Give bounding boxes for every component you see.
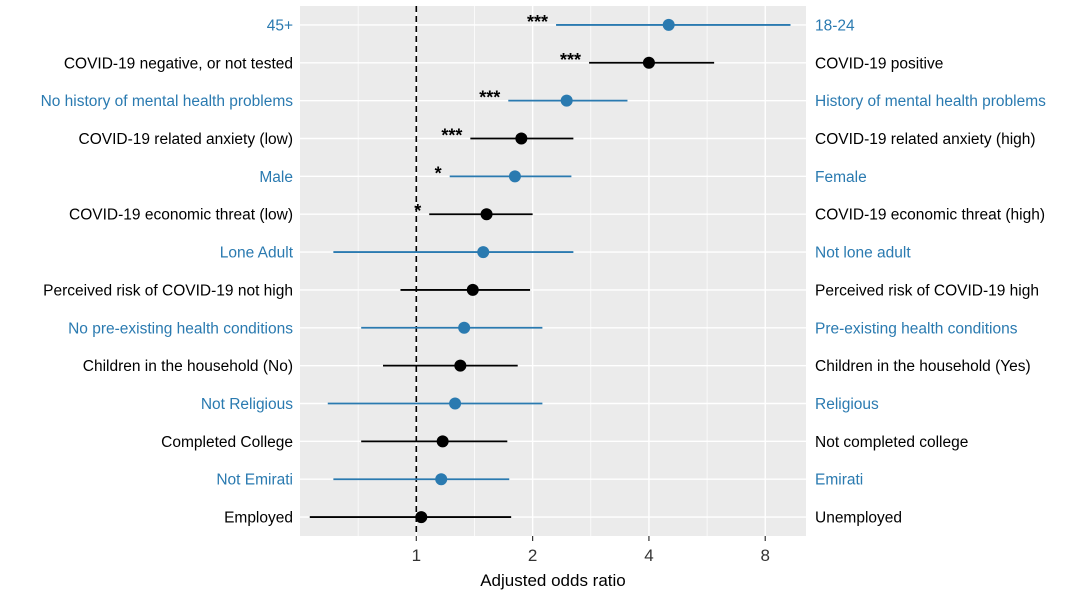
significance-stars: *	[435, 163, 442, 183]
odds-ratio-point	[642, 56, 655, 69]
left-label: COVID-19 negative, or not tested	[64, 55, 293, 72]
left-label: No pre-existing health conditions	[68, 320, 293, 337]
left-label: COVID-19 related anxiety (low)	[79, 131, 294, 148]
right-label: Religious	[815, 396, 879, 413]
odds-ratio-point	[508, 170, 521, 183]
right-label: History of mental health problems	[815, 93, 1046, 110]
x-tick-label: 8	[760, 546, 769, 565]
odds-ratio-point	[415, 511, 428, 524]
right-label: COVID-19 positive	[815, 55, 943, 72]
x-tick-label: 1	[412, 546, 421, 565]
left-label: Completed College	[161, 434, 293, 451]
right-label: Children in the household (Yes)	[815, 358, 1031, 375]
significance-stars: ***	[441, 126, 462, 146]
odds-ratio-point	[454, 359, 467, 372]
left-label: No history of mental health problems	[41, 93, 294, 110]
right-label: 18-24	[815, 17, 855, 34]
right-label: Pre-existing health conditions	[815, 320, 1018, 337]
estimate-rows	[309, 18, 791, 524]
right-label: Not lone adult	[815, 245, 911, 262]
odds-ratio-point	[662, 18, 675, 31]
left-label: Lone Adult	[220, 245, 294, 262]
significance-stars: ***	[560, 50, 581, 70]
right-label: COVID-19 related anxiety (high)	[815, 131, 1036, 148]
left-label: Male	[259, 169, 293, 186]
right-label: Female	[815, 169, 867, 186]
significance-stars: *	[414, 201, 421, 221]
left-label: Perceived risk of COVID-19 not high	[43, 282, 293, 299]
left-label: Children in the household (No)	[83, 358, 293, 375]
right-category-labels: 18-24 COVID-19 positive History of mental …	[815, 17, 1046, 526]
right-label: Perceived risk of COVID-19 high	[815, 282, 1039, 299]
x-axis-title: Adjusted odds ratio	[480, 571, 626, 590]
right-label: Emirati	[815, 472, 863, 489]
x-tick-label: 4	[644, 546, 653, 565]
left-label: Not Emirati	[216, 472, 293, 489]
left-label: 45+	[267, 17, 293, 34]
plot-panel	[300, 6, 806, 536]
odds-ratio-point	[458, 321, 471, 334]
odds-ratio-point	[560, 94, 573, 107]
odds-ratio-point	[436, 435, 449, 448]
x-tick-label: 2	[528, 546, 537, 565]
odds-ratio-point	[449, 397, 462, 410]
right-label: COVID-19 economic threat (high)	[815, 207, 1045, 224]
odds-ratio-point	[435, 473, 448, 486]
odds-ratio-point	[515, 132, 528, 145]
odds-ratio-point	[477, 246, 490, 259]
significance-markers: **************	[414, 12, 581, 221]
odds-ratio-point	[466, 283, 479, 296]
significance-stars: ***	[527, 12, 548, 32]
left-label: COVID-19 economic threat (low)	[69, 207, 293, 224]
x-axis: 1 2 4 8	[412, 536, 770, 565]
right-label: Unemployed	[815, 510, 902, 527]
significance-stars: ***	[479, 88, 500, 108]
right-label: Not completed college	[815, 434, 968, 451]
left-label: Employed	[224, 510, 293, 527]
odds-ratio-point	[480, 208, 493, 221]
left-label: Not Religious	[201, 396, 293, 413]
left-category-labels: 45+ COVID-19 negative, or not tested No hi…	[41, 17, 294, 526]
